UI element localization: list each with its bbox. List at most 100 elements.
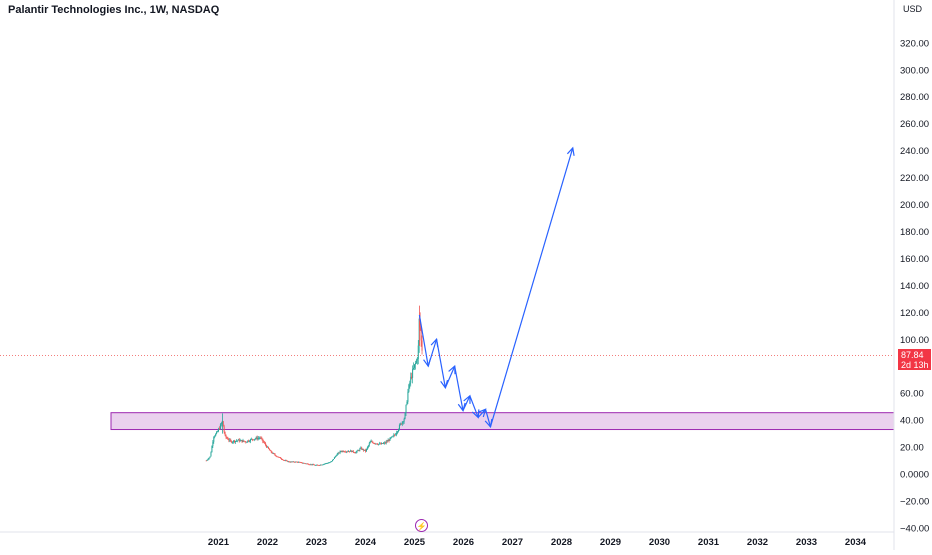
- candle-body: [416, 358, 418, 361]
- projection-arrow: [484, 409, 492, 427]
- candle-body: [357, 450, 359, 452]
- x-tick-label: 2031: [698, 537, 720, 548]
- candle-body: [378, 443, 380, 445]
- candle-body: [268, 448, 270, 451]
- candle-body: [400, 423, 402, 425]
- candle-body: [276, 456, 278, 458]
- candle-body: [421, 340, 423, 351]
- candle-body: [401, 421, 403, 425]
- candle-body: [302, 462, 304, 464]
- candle-body: [289, 461, 291, 463]
- candle-body: [344, 451, 346, 453]
- candle-body: [209, 456, 211, 458]
- currency-label[interactable]: USD: [903, 4, 923, 14]
- candle-body: [399, 423, 401, 425]
- candle-body: [266, 445, 268, 448]
- candle-body: [412, 369, 414, 378]
- candle-body: [272, 453, 274, 454]
- candle-body: [323, 463, 325, 465]
- candle-body: [347, 451, 349, 453]
- candle-body: [282, 459, 284, 461]
- candle-body: [294, 462, 296, 463]
- candle-body: [222, 421, 224, 427]
- candle-body: [206, 459, 208, 461]
- candle-body: [359, 448, 361, 451]
- candle-body: [341, 451, 343, 453]
- candle-body: [392, 435, 394, 437]
- candle-body: [244, 441, 246, 443]
- y-tick-label: 40.00: [900, 416, 924, 427]
- candle-body: [249, 441, 251, 443]
- candle-body: [350, 450, 352, 453]
- candle-body: [332, 459, 334, 462]
- candle-body: [351, 450, 353, 453]
- candle-body: [386, 441, 388, 443]
- y-tick-label: 160.00: [900, 254, 929, 265]
- candle-body: [245, 441, 247, 443]
- candle-body: [319, 464, 321, 466]
- candle-body: [229, 439, 231, 441]
- candle-body: [205, 460, 207, 462]
- candle-body: [233, 440, 235, 442]
- candle-body: [414, 364, 415, 368]
- candle-body: [324, 463, 326, 465]
- candle-body: [355, 452, 357, 453]
- candle-body: [230, 439, 232, 442]
- candle-body: [303, 462, 305, 464]
- candle-body: [267, 446, 269, 449]
- candle-body: [379, 443, 381, 445]
- candle-body: [280, 457, 282, 459]
- candle-body: [389, 437, 391, 441]
- candle-body: [414, 362, 416, 365]
- candle-body: [411, 376, 413, 378]
- candle-body: [279, 457, 281, 458]
- candle-body: [348, 451, 350, 453]
- price-axis[interactable]: −40.00−20.000.000020.0040.0060.0080.0010…: [893, 0, 929, 550]
- candle-body: [333, 457, 335, 459]
- candle-body: [219, 424, 221, 429]
- candle-body: [332, 458, 334, 460]
- candle-body: [251, 438, 253, 440]
- candle-body: [211, 446, 213, 453]
- candle-body: [301, 462, 303, 464]
- candle-body: [234, 440, 236, 443]
- candle-body: [299, 461, 301, 463]
- candle-body: [284, 460, 286, 462]
- candle-body: [274, 454, 276, 456]
- projection-arrow: [444, 365, 456, 388]
- candle-body: [370, 441, 372, 443]
- candle-body: [214, 436, 216, 438]
- candle-body: [398, 424, 400, 430]
- candle-body: [403, 418, 405, 422]
- candle-body: [236, 440, 238, 442]
- candle-body: [397, 429, 399, 432]
- x-tick-label: 2034: [845, 537, 867, 548]
- candle-body: [241, 440, 243, 443]
- candle-body: [296, 461, 298, 463]
- candle-body: [250, 438, 252, 440]
- candle-body: [312, 464, 314, 466]
- time-axis[interactable]: 2021 2022 2023 2024 2025 2026 2027 2028 2029 2030…: [0, 531, 894, 548]
- candle-body: [390, 437, 392, 439]
- y-tick-label: 200.00: [900, 200, 929, 211]
- candle-body: [213, 437, 215, 442]
- support-zone-rectangle: [110, 412, 895, 431]
- candle-body: [360, 447, 362, 449]
- candle-body: [310, 464, 312, 466]
- candle-body: [283, 460, 285, 461]
- lightning-icon[interactable]: ⚡: [415, 519, 428, 532]
- candle-body: [317, 464, 319, 466]
- candle-body: [216, 432, 218, 434]
- candle-body: [358, 450, 360, 452]
- candle-body: [224, 432, 226, 436]
- candle-body: [381, 443, 383, 444]
- candle-body: [335, 455, 337, 457]
- candle-body: [321, 464, 323, 466]
- candle-body: [238, 439, 240, 442]
- candle-body: [307, 463, 309, 465]
- candle-body: [275, 455, 277, 457]
- candle-body: [258, 437, 260, 439]
- candle-body: [384, 442, 386, 444]
- candle-body: [259, 437, 261, 439]
